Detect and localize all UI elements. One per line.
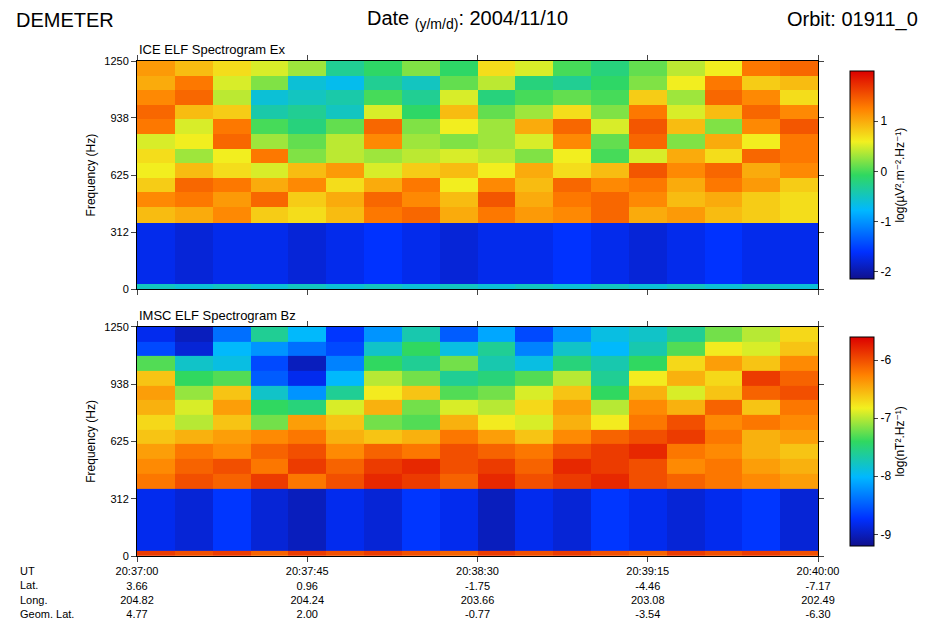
svg-text:1: 1 xyxy=(880,114,887,128)
svg-text:20:40:00-7.17202.49-6.30: 20:40:00-7.17202.49-6.30 xyxy=(797,565,840,620)
svg-text:20:39:15-4.46203.08-3.54: 20:39:15-4.46203.08-3.54 xyxy=(626,565,669,620)
svg-text:938: 938 xyxy=(110,378,128,390)
svg-text:Frequency (Hz): Frequency (Hz) xyxy=(84,400,98,483)
svg-text:-8: -8 xyxy=(880,469,891,483)
svg-text:DEMETER: DEMETER xyxy=(16,9,114,31)
svg-text:625: 625 xyxy=(110,169,128,181)
svg-text:1250: 1250 xyxy=(104,55,128,67)
svg-text:20:38:30-1.75203.66-0.77: 20:38:30-1.75203.66-0.77 xyxy=(456,565,499,620)
svg-text:log(nT².Hz⁻¹): log(nT².Hz⁻¹) xyxy=(893,406,907,476)
svg-text:0: 0 xyxy=(123,550,129,562)
svg-text:-2: -2 xyxy=(880,265,891,279)
svg-text:-1: -1 xyxy=(880,215,891,229)
svg-text:log(µV².m⁻².Hz⁻¹): log(µV².m⁻².Hz⁻¹) xyxy=(893,128,907,223)
svg-text:0: 0 xyxy=(880,165,887,179)
svg-text:IMSC ELF Spectrogram Bz: IMSC ELF Spectrogram Bz xyxy=(139,308,296,323)
svg-text:-6: -6 xyxy=(880,353,891,367)
svg-text:-9: -9 xyxy=(880,527,891,541)
svg-text:Date ​(y/m/d)​: 2004/11/10: Date ​(y/m/d)​: 2004/11/10 xyxy=(367,7,568,32)
svg-text:938: 938 xyxy=(110,112,128,124)
svg-text:312: 312 xyxy=(110,226,128,238)
svg-text:Frequency (Hz): Frequency (Hz) xyxy=(84,134,98,217)
svg-text:Orbit: 01911_0: Orbit: 01911_0 xyxy=(787,8,918,31)
svg-text:0: 0 xyxy=(123,283,129,295)
svg-text:-7: -7 xyxy=(880,411,891,425)
svg-text:20:37:450.96204.242.00: 20:37:450.96204.242.00 xyxy=(286,565,329,620)
svg-text:UTLat.Long.Geom. Lat.: UTLat.Long.Geom. Lat. xyxy=(20,565,74,620)
svg-text:1250: 1250 xyxy=(104,321,128,333)
svg-text:312: 312 xyxy=(110,493,128,505)
svg-text:625: 625 xyxy=(110,435,128,447)
svg-text:20:37:003.66204.824.77: 20:37:003.66204.824.77 xyxy=(116,565,159,620)
svg-text:ICE ELF Spectrogram Ex: ICE ELF Spectrogram Ex xyxy=(139,42,285,57)
